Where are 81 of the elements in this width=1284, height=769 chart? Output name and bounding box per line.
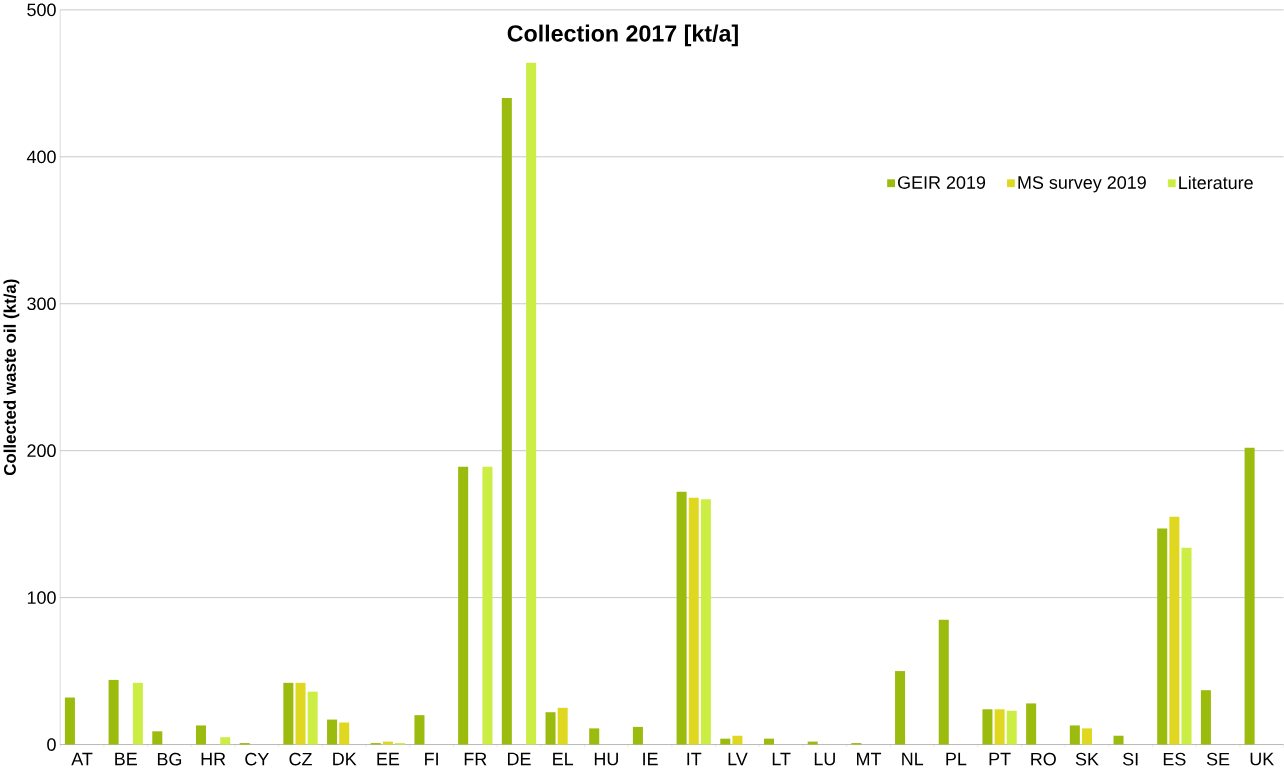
x-tick-label: SI xyxy=(1123,752,1138,766)
y-tick-label: 100 xyxy=(27,591,56,604)
x-tick-label: FI xyxy=(425,752,438,766)
bar xyxy=(339,722,350,745)
x-tick-label: LU xyxy=(814,752,835,766)
x-tick-label: SK xyxy=(1075,752,1099,766)
legend-label: Literature xyxy=(1179,175,1253,190)
bar xyxy=(994,709,1005,745)
x-tick-label: EL xyxy=(553,752,574,766)
bar xyxy=(327,719,338,745)
bar xyxy=(1006,710,1017,745)
bar xyxy=(895,671,906,745)
x-tick-label: SE xyxy=(1206,752,1230,766)
bar xyxy=(589,728,600,745)
bar xyxy=(501,98,512,745)
bar xyxy=(632,726,643,745)
x-tick-label: RO xyxy=(1031,752,1056,766)
bar xyxy=(1081,728,1092,745)
bar xyxy=(688,497,699,745)
bar xyxy=(152,731,163,745)
x-tick-label: IT xyxy=(687,752,702,766)
bar xyxy=(763,738,774,745)
x-tick-label: AT xyxy=(71,752,93,766)
x-tick-label: PL xyxy=(946,752,967,766)
bar xyxy=(1026,703,1037,745)
bar xyxy=(64,697,75,745)
bar xyxy=(1069,725,1080,745)
x-tick-label: BE xyxy=(115,752,137,766)
bar xyxy=(458,466,469,745)
y-axis-title: Collected waste oil (kt/a) xyxy=(3,279,20,476)
bar xyxy=(732,735,743,745)
x-tick-label: ES xyxy=(1163,752,1186,766)
bar xyxy=(295,682,306,745)
bar xyxy=(307,691,318,745)
y-tick-label: 300 xyxy=(27,297,56,311)
x-tick-label: MT xyxy=(857,752,882,766)
bar xyxy=(482,466,493,745)
x-tick-label: CZ xyxy=(289,752,312,766)
x-tick-label: IE xyxy=(643,752,658,766)
legend-label: GEIR 2019 xyxy=(898,176,986,189)
bar xyxy=(220,737,231,745)
bar xyxy=(1169,516,1180,745)
bar xyxy=(700,499,711,745)
bar xyxy=(526,62,537,745)
y-tick-label: 200 xyxy=(27,444,56,458)
legend-label: MS survey 2019 xyxy=(1018,176,1146,193)
y-tick-label: 0 xyxy=(47,738,56,751)
bar xyxy=(195,725,207,745)
x-tick-label: DE xyxy=(507,752,531,766)
x-tick-label: FR xyxy=(464,752,487,766)
bar xyxy=(545,712,556,745)
x-tick-label: NL xyxy=(902,752,924,766)
bar xyxy=(283,682,294,745)
bar xyxy=(720,738,731,745)
bar xyxy=(382,741,393,745)
bar xyxy=(132,682,143,745)
bar xyxy=(1200,690,1211,745)
text: Collection 2017 [kt/a] xyxy=(507,24,738,47)
x-tick-label: HU xyxy=(594,752,618,766)
x-tick-label: BG xyxy=(157,752,182,766)
bar xyxy=(807,741,818,745)
y-tick-label: 500 xyxy=(27,3,56,17)
x-tick-label: UK xyxy=(1250,752,1275,766)
bar xyxy=(1181,547,1192,745)
bar xyxy=(982,709,993,745)
bar xyxy=(1157,528,1168,745)
bar xyxy=(1113,735,1124,745)
x-tick-label: HR xyxy=(201,752,226,766)
x-tick-label: LV xyxy=(728,752,748,766)
x-tick-label: DK xyxy=(333,752,357,766)
bar xyxy=(108,679,119,745)
bar xyxy=(1244,447,1255,745)
x-tick-label: LT xyxy=(772,752,791,766)
bar xyxy=(938,619,949,745)
x-tick-label: CY xyxy=(245,752,269,766)
bar xyxy=(557,707,568,745)
x-tick-label: EE xyxy=(377,752,400,766)
bar xyxy=(676,491,687,745)
y-tick-label: 400 xyxy=(26,150,56,164)
x-tick-label: PT xyxy=(989,752,1011,766)
bar xyxy=(414,715,425,745)
